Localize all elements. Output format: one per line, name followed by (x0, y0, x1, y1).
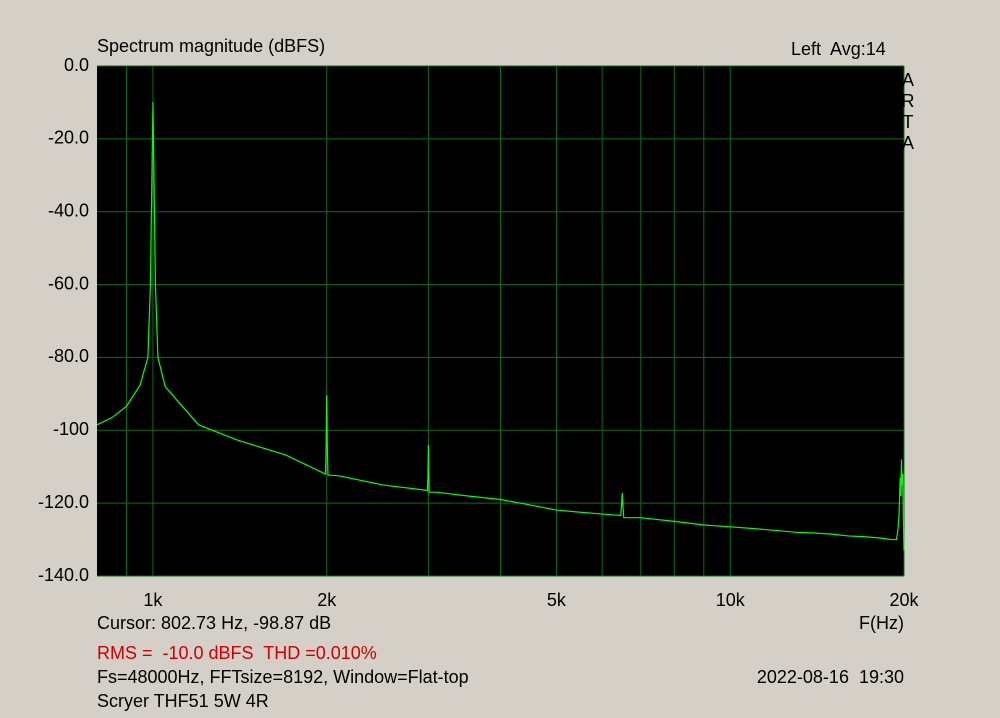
y-tick-label: -60.0 (48, 273, 89, 293)
spectrum-line (96, 102, 905, 551)
brand: ARTA (898, 70, 918, 154)
x-tick-label: 2k (317, 590, 337, 610)
timestamp: 2022-08-16 19:30 (757, 667, 904, 687)
settings-text: Fs=48000Hz, FFTsize=8192, Window=Flat-to… (97, 667, 469, 687)
y-tick-label: -80.0 (48, 346, 89, 366)
x-tick-label: 5k (547, 590, 567, 610)
x-tick-label: 1k (143, 590, 163, 610)
device-text: Scryer THF51 5W 4R (97, 691, 269, 711)
y-tick-label: -120.0 (38, 492, 89, 512)
y-tick-label: 0.0 (64, 55, 89, 75)
channel-label: Left Avg:14 (791, 39, 886, 59)
x-tick-label: 10k (716, 590, 746, 610)
x-tick-label: 20k (889, 590, 919, 610)
y-tick-label: -140.0 (38, 565, 89, 585)
measurement-text: RMS = -10.0 dBFS THD =0.010% (97, 643, 377, 663)
chart-title: Spectrum magnitude (dBFS) (97, 36, 325, 56)
cursor-text: Cursor: 802.73 Hz, -98.87 dB (97, 613, 331, 633)
x-axis-label: F(Hz) (859, 613, 904, 633)
y-tick-label: -40.0 (48, 200, 89, 220)
y-tick-label: -100 (53, 419, 89, 439)
y-tick-label: -20.0 (48, 128, 89, 148)
